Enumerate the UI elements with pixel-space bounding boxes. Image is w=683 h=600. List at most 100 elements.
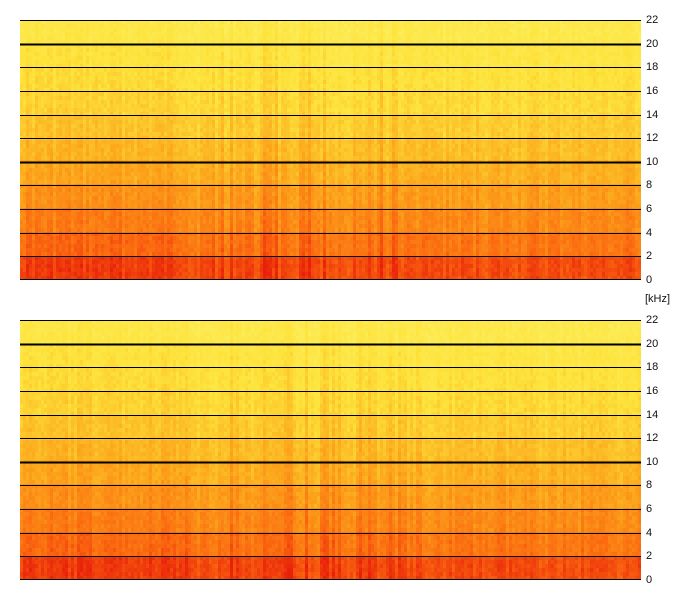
spectrogram-cell (173, 80, 176, 84)
spectrogram-cell (146, 60, 149, 64)
spectrogram-cell (38, 148, 41, 152)
spectrogram-cell (74, 172, 77, 176)
spectrogram-cell (68, 96, 71, 100)
spectrogram-cell (224, 116, 227, 120)
spectrogram-cell (224, 20, 227, 24)
spectrogram-cell (230, 72, 233, 76)
spectrogram-cell (221, 152, 224, 156)
spectrogram-cell (152, 228, 155, 232)
spectrogram-cell (248, 148, 251, 152)
spectrogram-cell (215, 192, 218, 196)
spectrogram-cell (230, 76, 233, 80)
spectrogram-cell (68, 108, 71, 112)
spectrogram-cell (152, 264, 155, 268)
spectrogram-cell (239, 256, 242, 260)
spectrogram-cell (134, 240, 137, 244)
spectrogram-cell (215, 104, 218, 108)
spectrogram-cell (149, 220, 152, 224)
spectrogram-cell (182, 88, 185, 92)
spectrogram-cell (80, 44, 83, 48)
spectrogram-cell (224, 240, 227, 244)
spectrogram-cell (155, 272, 158, 276)
spectrogram-cell (98, 132, 101, 136)
spectrogram-cell (236, 260, 239, 264)
spectrogram-cell (218, 116, 221, 120)
spectrogram-cell (56, 148, 59, 152)
spectrogram-cell (155, 108, 158, 112)
spectrogram-cell (125, 36, 128, 40)
spectrogram-cell (170, 148, 173, 152)
spectrogram-cell (32, 200, 35, 204)
spectrogram-cell (140, 276, 143, 280)
spectrogram-cell (107, 36, 110, 40)
spectrogram-cell (248, 88, 251, 92)
spectrogram-cell (197, 28, 200, 32)
spectrogram-cell (176, 192, 179, 196)
spectrogram-cell (242, 228, 245, 232)
spectrogram-cell (68, 128, 71, 132)
spectrogram-cell (182, 148, 185, 152)
spectrogram-cell (56, 72, 59, 76)
spectrogram-cell (185, 148, 188, 152)
spectrogram-cell (101, 112, 104, 116)
spectrogram-cell (104, 216, 107, 220)
spectrogram-cell (119, 276, 122, 280)
spectrogram-cell (107, 84, 110, 88)
spectrogram-cell (167, 144, 170, 148)
spectrogram-cell (218, 148, 221, 152)
spectrogram-cell (122, 224, 125, 228)
spectrogram-cell (74, 244, 77, 248)
spectrogram-cell (224, 196, 227, 200)
spectrogram-cell (44, 116, 47, 120)
spectrogram-cell (155, 212, 158, 216)
spectrogram-cell (206, 92, 209, 96)
spectrogram-cell (176, 272, 179, 276)
spectrogram-cell (152, 268, 155, 272)
spectrogram-cell (134, 72, 137, 76)
spectrogram-cell (221, 84, 224, 88)
spectrogram-cell (218, 272, 221, 276)
spectrogram-cell (98, 148, 101, 152)
spectrogram-cell (218, 36, 221, 40)
spectrogram-cell (155, 248, 158, 252)
spectrogram-cell (194, 256, 197, 260)
spectrogram-cell (134, 192, 137, 196)
spectrogram-cell (176, 152, 179, 156)
spectrogram-cell (107, 164, 110, 168)
spectrogram-cell (152, 244, 155, 248)
spectrogram-cell (191, 52, 194, 56)
spectrogram-cell (71, 60, 74, 64)
spectrogram-cell (98, 20, 101, 24)
spectrogram-cell (50, 60, 53, 64)
spectrogram-cell (68, 84, 71, 88)
spectrogram-cell (143, 204, 146, 208)
spectrogram-cell (152, 172, 155, 176)
spectrogram-cell (143, 76, 146, 80)
spectrogram-cell (209, 60, 212, 64)
spectrogram-cell (227, 180, 230, 184)
spectrogram-cell (26, 60, 29, 64)
spectrogram-cell (50, 92, 53, 96)
spectrogram-cell (101, 268, 104, 272)
spectrogram-cell (23, 96, 26, 100)
spectrogram-cell (29, 168, 32, 172)
spectrogram-cell (245, 156, 248, 160)
spectrogram-cell (191, 272, 194, 276)
spectrogram-cell (224, 132, 227, 136)
spectrogram-cell (32, 212, 35, 216)
spectrogram-cell (185, 164, 188, 168)
spectrogram-cell (173, 192, 176, 196)
spectrogram-cell (113, 32, 116, 36)
spectrogram-cell (245, 36, 248, 40)
spectrogram-cell (53, 176, 56, 180)
spectrogram-cell (215, 168, 218, 172)
spectrogram-cell (170, 240, 173, 244)
spectrogram-cell (149, 260, 152, 264)
spectrogram-cell (170, 132, 173, 136)
spectrogram-cell (38, 132, 41, 136)
spectrogram-cell (107, 248, 110, 252)
spectrogram-cell (29, 124, 32, 128)
spectrogram-cell (176, 268, 179, 272)
spectrogram-cell (44, 256, 47, 260)
spectrogram-cell (215, 172, 218, 176)
